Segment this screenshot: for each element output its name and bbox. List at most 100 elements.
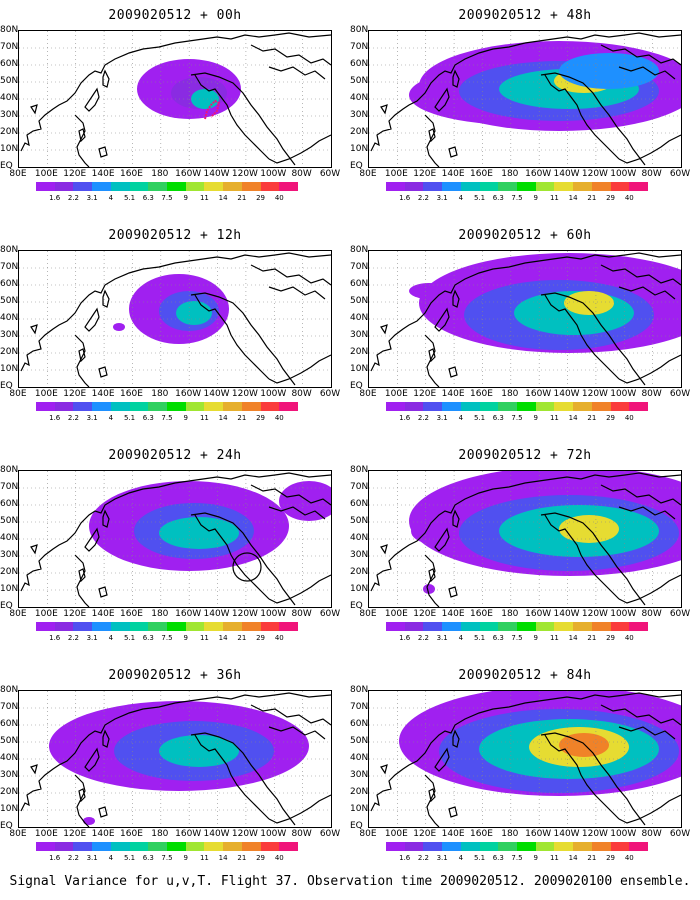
latitude-label: 20N xyxy=(0,127,19,137)
panel-title: 2009020512 + 36h xyxy=(108,668,242,683)
latitude-label: EQ xyxy=(0,161,13,171)
latitude-label: 40N xyxy=(350,93,369,103)
colorbar-swatch xyxy=(442,622,461,631)
map-area xyxy=(18,470,332,608)
latitude-label: 40N xyxy=(350,313,369,323)
longitude-label: 160E xyxy=(120,389,143,399)
longitude-label: 160E xyxy=(120,829,143,839)
colorbar-label: 7.5 xyxy=(161,634,173,642)
colorbar-swatch xyxy=(629,842,649,851)
longitude-label: 120W xyxy=(231,169,258,179)
colorbar-label: 5.1 xyxy=(473,414,486,422)
map-area xyxy=(368,470,682,608)
colorbar-label: 21 xyxy=(237,634,247,642)
colorbar-swatch xyxy=(167,622,186,631)
latitude-label: 10N xyxy=(350,144,369,154)
colorbar-swatch xyxy=(610,842,630,851)
longitude-label: 120W xyxy=(581,169,608,179)
colorbar-swatch xyxy=(260,182,280,191)
latitude-label: 70N xyxy=(0,262,19,272)
latitude-label: 10N xyxy=(0,144,19,154)
colorbar-label: 2.2 xyxy=(67,854,79,862)
longitude-label: 100E xyxy=(384,829,408,839)
longitude-label: 140W xyxy=(553,609,580,619)
latitude-label: 10N xyxy=(0,584,19,594)
longitude-label: 100E xyxy=(384,389,408,399)
coastline xyxy=(370,32,681,167)
longitude-label: 160E xyxy=(470,829,493,839)
map-panel-4: 2009020512 + 24h 80N 70N 60N 50N 40N 30N 20N 10N… xyxy=(0,448,350,663)
colorbar-label: 29 xyxy=(256,634,266,642)
colorbar-label: 11 xyxy=(199,854,209,862)
longitude-label: 180 xyxy=(501,829,519,839)
colorbar-swatch xyxy=(185,402,205,411)
map-panel-3: 2009020512 + 60h 80N 70N 60N 50N 40N 30N 20N 10N… xyxy=(350,228,700,443)
latitude-label: 30N xyxy=(350,110,369,120)
latitude-label: 80N xyxy=(0,685,19,695)
longitude-label: 100W xyxy=(260,829,287,839)
longitude-label: 160E xyxy=(470,169,493,179)
colorbar-swatch xyxy=(148,622,168,631)
colorbar-swatch xyxy=(185,182,205,191)
colorbar-swatch xyxy=(591,402,611,411)
colorbar-label: 9 xyxy=(183,414,188,422)
colorbar-swatch xyxy=(479,182,499,191)
colorbar-label: 4 xyxy=(108,194,114,202)
longitude-label: 80W xyxy=(641,829,662,839)
colorbar-label: 29 xyxy=(606,854,616,862)
colorbar-label: 29 xyxy=(606,634,616,642)
colorbar-swatch xyxy=(167,402,186,411)
latitude-label: 30N xyxy=(0,550,19,560)
variance-region xyxy=(559,733,609,757)
colorbar-swatch xyxy=(423,182,443,191)
longitude-label: 140W xyxy=(203,829,230,839)
longitude-label: 80W xyxy=(641,169,662,179)
colorbar-label: 11 xyxy=(549,414,559,422)
latitude-label: 20N xyxy=(350,787,369,797)
colorbar-label: 11 xyxy=(549,854,559,862)
colorbar-label: 4 xyxy=(108,854,114,862)
colorbar-swatch xyxy=(498,622,518,631)
latitude-label: EQ xyxy=(350,161,363,171)
colorbar-swatch xyxy=(223,182,242,191)
map-panel-5: 2009020512 + 72h 80N 70N 60N 50N 40N 30N 20N 10N… xyxy=(350,448,700,663)
colorbar-swatch xyxy=(148,402,168,411)
longitude-label: 60W xyxy=(319,609,341,619)
map-panel-6: 2009020512 + 36h 80N 70N 60N 50N 40N 30N 20N 10N… xyxy=(0,668,350,883)
colorbar-swatch xyxy=(404,622,424,631)
latitude-label: 70N xyxy=(350,482,369,492)
colorbar-label: 29 xyxy=(606,414,616,422)
colorbar-swatch xyxy=(554,842,574,851)
latitude-label: EQ xyxy=(350,821,363,831)
latitude-label: 20N xyxy=(350,347,369,357)
longitude-label: 80W xyxy=(641,389,662,399)
colorbar-swatch xyxy=(573,182,592,191)
latitude-label: 70N xyxy=(350,42,369,52)
colorbar-label: 3.1 xyxy=(86,854,98,862)
latitude-label: 30N xyxy=(0,330,19,340)
variance-region xyxy=(559,53,659,89)
longitude-label: 100W xyxy=(610,829,637,839)
colorbar-swatch xyxy=(129,402,149,411)
latitude-label: 80N xyxy=(0,245,19,255)
colorbar-swatch xyxy=(110,842,130,851)
variance-region xyxy=(113,323,125,331)
latitude-label: 50N xyxy=(0,76,19,86)
colorbar-label: 2.2 xyxy=(417,634,429,642)
longitude-label: 140E xyxy=(441,829,465,839)
latitude-label: EQ xyxy=(0,821,13,831)
colorbar-swatch xyxy=(92,182,111,191)
panel-title: 2009020512 + 84h xyxy=(458,668,592,683)
longitude-label: 100W xyxy=(610,389,637,399)
longitude-label: 100E xyxy=(34,169,58,179)
colorbar-label: 7.5 xyxy=(511,854,523,862)
colorbar-swatch xyxy=(110,622,130,631)
latitude-label: 30N xyxy=(350,770,369,780)
colorbar-label: 6.3 xyxy=(492,634,504,642)
colorbar-label: 2.2 xyxy=(67,634,79,642)
colorbar-label: 6.3 xyxy=(142,634,154,642)
longitude-label: 80E xyxy=(359,169,377,179)
latitude-label: 40N xyxy=(350,753,369,763)
latitude-label: 70N xyxy=(350,262,369,272)
longitude-label: 60W xyxy=(319,389,341,399)
